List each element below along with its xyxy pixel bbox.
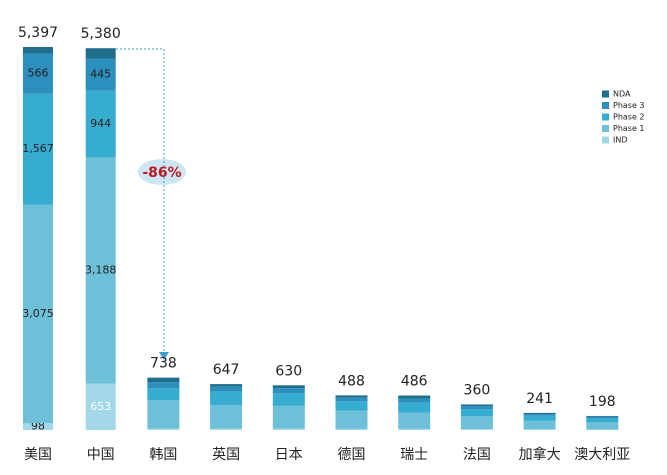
bar-segment [586,415,619,417]
bar-segment [523,414,556,416]
arrow-head [159,352,169,360]
legend-swatch [602,136,609,144]
total-label: 647 [213,362,240,378]
bar-segment [523,412,556,415]
total-label: 630 [275,363,302,379]
arrow-line [116,48,165,352]
bar-segment [147,382,180,389]
bar-segment [586,418,619,423]
annotation: -86% [142,165,181,181]
value-label: 3,188 [85,264,117,277]
bar-segment [335,397,368,402]
bar-segment [523,429,556,430]
bar-segment [85,157,116,384]
bar-segment [398,428,431,430]
bar-segment [335,395,368,398]
bar-segment [85,58,116,91]
value-label: 944 [90,117,111,130]
legend-label: Phase 3 [613,101,645,110]
bar-segment [23,93,53,205]
bar-segment [460,404,493,407]
total-label: 5,397 [18,25,58,41]
total-label: 486 [401,374,428,390]
total-label: 488 [338,373,365,389]
x-tick-label: 日本 [275,447,303,463]
bar-segment [460,429,493,430]
bar-segment [85,90,116,158]
bar-segment [23,204,53,424]
x-tick-label: 澳大利亚 [574,447,630,463]
bar-segment [85,383,116,430]
legend-swatch [602,102,609,109]
value-label: 3,075 [22,307,54,320]
bar-segment [23,423,53,430]
value-label: 445 [90,68,111,81]
bar-segment [398,398,431,403]
bar-segment [335,428,368,430]
annotation-bubble [138,159,186,185]
legend-swatch [602,90,609,98]
legend-label: IND [613,136,628,145]
bar-segment [272,385,305,389]
total-label: 241 [526,391,553,407]
bar-segment [147,400,180,429]
bar-segment [147,377,180,383]
total-label: 198 [589,394,616,410]
bar-segment [460,406,493,410]
bar-segment [460,416,493,430]
bar-segment [85,48,116,59]
bar-segment [23,47,53,54]
legend-label: Phase 1 [613,124,645,133]
bar-segment [586,422,619,430]
x-tick-label: 韩国 [149,447,177,463]
legend-label: NDA [613,90,631,99]
bar-segment [523,420,556,430]
legend-swatch [602,113,609,121]
bar-segment [398,402,431,413]
bar-segment [210,386,243,392]
bar-segment [335,401,368,411]
bar-segment [460,409,493,417]
x-tick-label: 美国 [24,447,52,463]
value-label: 566 [28,67,49,80]
x-tick-label: 英国 [212,446,240,463]
bar-segment [398,412,431,429]
x-tick-label: 中国 [87,447,115,463]
x-tick-label: 加拿大 [519,446,561,463]
bar-segment [210,384,243,387]
bar-segment [23,53,53,94]
total-label: 5,380 [81,26,121,42]
x-tick-label: 德国 [338,447,366,463]
total-label: 360 [464,382,491,398]
bar-segment [147,428,180,430]
bar-segment [210,391,243,406]
bar-segment [272,405,305,429]
bar-segment [523,415,556,421]
bar-segment [210,405,243,429]
bar-segment [335,410,368,429]
bar-segment [272,393,305,406]
bar-segment [586,429,619,430]
bar-segment [210,428,243,430]
bar-segment [147,388,180,401]
bar-segment [586,416,619,419]
x-tick-label: 法国 [463,447,491,463]
total-label: 738 [150,356,177,372]
value-label: 1,567 [22,142,54,155]
legend-label: Phase 2 [613,113,645,122]
legend-swatch [602,125,609,132]
value-label: 653 [90,400,111,413]
bar-segment [398,395,431,399]
bar-segment [272,428,305,430]
x-tick-label: 瑞士 [400,447,428,463]
bar-segment [272,388,305,394]
